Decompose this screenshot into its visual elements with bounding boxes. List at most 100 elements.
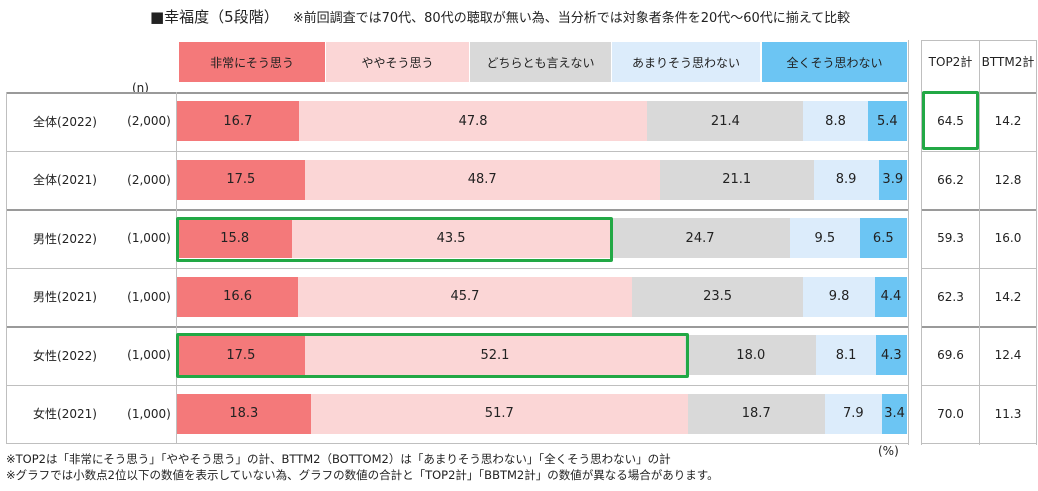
data-label: 4.4 bbox=[880, 289, 902, 304]
bar-segment-neither: 21.1 bbox=[659, 159, 814, 200]
data-label: 9.8 bbox=[828, 289, 850, 304]
data-label: 24.7 bbox=[685, 230, 715, 246]
legend-item-very: 非常にそう思う bbox=[179, 42, 325, 82]
top2-value: 70.0 bbox=[937, 406, 964, 421]
bar-segment-not-much: 7.9 bbox=[824, 393, 883, 434]
grid-line bbox=[6, 443, 909, 444]
grid-line bbox=[6, 209, 909, 211]
bar-segment-somewhat: 47.8 bbox=[298, 101, 648, 141]
grid-line bbox=[6, 268, 909, 269]
row-n-value: (1,000) bbox=[127, 348, 171, 362]
bar-segment-not-at-all: 5.4 bbox=[867, 101, 907, 141]
grid-line bbox=[922, 40, 1036, 41]
grid-line bbox=[6, 385, 909, 386]
grid-line bbox=[908, 40, 909, 445]
bttm2-value: 16.0 bbox=[994, 231, 1022, 245]
data-label: 21.4 bbox=[710, 113, 740, 129]
bar-segment-somewhat: 48.7 bbox=[304, 159, 660, 200]
data-label: 16.6 bbox=[223, 289, 253, 304]
legend-item-somewhat: ややそう思う bbox=[326, 42, 469, 82]
grid-line bbox=[6, 92, 7, 443]
bar-segment-neither: 21.4 bbox=[647, 101, 804, 141]
grid-line bbox=[6, 92, 909, 94]
data-label: 51.7 bbox=[484, 406, 514, 421]
n-column-header: (n) bbox=[132, 81, 149, 95]
data-label: 17.5 bbox=[226, 347, 256, 363]
grid-line bbox=[1036, 40, 1037, 445]
top2-value: 59.3 bbox=[937, 231, 964, 245]
grid-line bbox=[176, 92, 177, 443]
bar-segment-not-much: 9.8 bbox=[803, 276, 875, 317]
bar-segment-not-much: 8.1 bbox=[816, 335, 876, 375]
data-label: 48.7 bbox=[467, 172, 497, 187]
bttm2-header: BTTM2計 bbox=[981, 54, 1035, 69]
footnote-1: ※TOP2は「非常にそう思う」「ややそう思う」の計、BTTM2（BOTTOM2）… bbox=[6, 452, 671, 466]
bttm2-value: 14.2 bbox=[994, 289, 1022, 304]
top2-value: 69.6 bbox=[937, 348, 964, 362]
footnote-2: ※グラフでは小数点2位以下の数値を表示していない為、グラフの数値の合計と「TOP… bbox=[6, 468, 719, 482]
bar-segment-somewhat: 43.5 bbox=[292, 218, 610, 258]
bar-segment-neither: 24.7 bbox=[609, 218, 791, 258]
bar-segment-not-at-all: 3.4 bbox=[882, 393, 907, 434]
legend-item-neither: どちらとも言えない bbox=[470, 42, 611, 82]
bar-segment-somewhat: 51.7 bbox=[310, 393, 688, 434]
bar-segment-neither: 18.7 bbox=[688, 393, 825, 434]
grid-line bbox=[979, 40, 980, 445]
grid-line bbox=[6, 326, 909, 328]
data-label: 17.5 bbox=[226, 172, 256, 187]
bar-segment-somewhat: 52.1 bbox=[304, 335, 686, 375]
bttm2-value: 14.2 bbox=[994, 114, 1022, 128]
data-label: 3.4 bbox=[884, 406, 905, 421]
row-label: 女性(2021) bbox=[33, 407, 97, 421]
row-n-value: (1,000) bbox=[127, 231, 171, 245]
row-label: 男性(2022) bbox=[33, 231, 97, 246]
top2-value: 64.5 bbox=[937, 114, 964, 128]
data-label: 15.8 bbox=[220, 230, 250, 246]
highlight-top2-male-2022 bbox=[176, 217, 613, 262]
bttm2-value: 11.3 bbox=[994, 406, 1022, 421]
top2-value: 66.2 bbox=[937, 172, 964, 187]
bar-segment-not-at-all: 3.9 bbox=[878, 159, 907, 200]
grid-line bbox=[921, 40, 922, 445]
row-n-value: (1,000) bbox=[127, 289, 171, 304]
row-n-value: (1,000) bbox=[127, 406, 171, 421]
title-note: ※前回調査では70代、80代の聴取が無い為、当分析では対象者条件を20代～60代… bbox=[292, 11, 851, 26]
bar-segment-very: 17.5 bbox=[177, 335, 305, 375]
bar-segment-not-much: 9.5 bbox=[790, 218, 860, 258]
top2-header: TOP2計 bbox=[928, 54, 973, 69]
row-label: 全体(2022) bbox=[33, 114, 97, 129]
legend-item-not-at-all: 全くそう思わない bbox=[762, 42, 907, 82]
data-label: 4.3 bbox=[880, 347, 902, 363]
highlight-top2-overall-2022 bbox=[922, 91, 979, 150]
data-label: 45.7 bbox=[450, 289, 480, 304]
bttm2-value: 12.8 bbox=[994, 172, 1022, 187]
grid-line bbox=[6, 151, 909, 152]
row-n-value: (2,000) bbox=[127, 114, 171, 128]
top2-value: 62.3 bbox=[937, 289, 964, 304]
bar-segment-not-much: 8.9 bbox=[813, 159, 879, 200]
data-label: 8.8 bbox=[825, 113, 846, 129]
data-label: 21.1 bbox=[722, 172, 752, 187]
row-label: 女性(2022) bbox=[33, 348, 97, 363]
data-label: 9.5 bbox=[814, 230, 836, 246]
bar-segment-very: 17.5 bbox=[177, 159, 305, 200]
data-label: 23.5 bbox=[703, 289, 733, 304]
bar-segment-not-at-all: 4.3 bbox=[875, 335, 907, 375]
bar-segment-very: 16.7 bbox=[177, 101, 299, 141]
bar-segment-very: 16.6 bbox=[177, 276, 299, 317]
data-label: 18.0 bbox=[736, 347, 766, 363]
bar-segment-neither: 23.5 bbox=[631, 276, 804, 317]
data-label: 5.4 bbox=[876, 113, 898, 129]
bar-segment-not-much: 8.8 bbox=[803, 101, 868, 141]
data-label: 8.1 bbox=[835, 347, 857, 363]
row-n-value: (2,000) bbox=[127, 172, 171, 187]
data-label: 43.5 bbox=[436, 230, 466, 246]
row-label: 男性(2021) bbox=[33, 290, 97, 304]
chart-title: ■幸福度（5段階） ※前回調査では70代、80代の聴取が無い為、当分析では対象者条… bbox=[150, 6, 1030, 27]
title-main: ■幸福度（5段階） bbox=[150, 8, 279, 26]
data-label: 3.9 bbox=[882, 172, 904, 187]
legend-item-not-much: あまりそう思わない bbox=[612, 42, 760, 82]
row-label: 全体(2021) bbox=[33, 173, 97, 187]
bar-segment-not-at-all: 4.4 bbox=[874, 276, 907, 317]
data-label: 6.5 bbox=[872, 230, 894, 246]
